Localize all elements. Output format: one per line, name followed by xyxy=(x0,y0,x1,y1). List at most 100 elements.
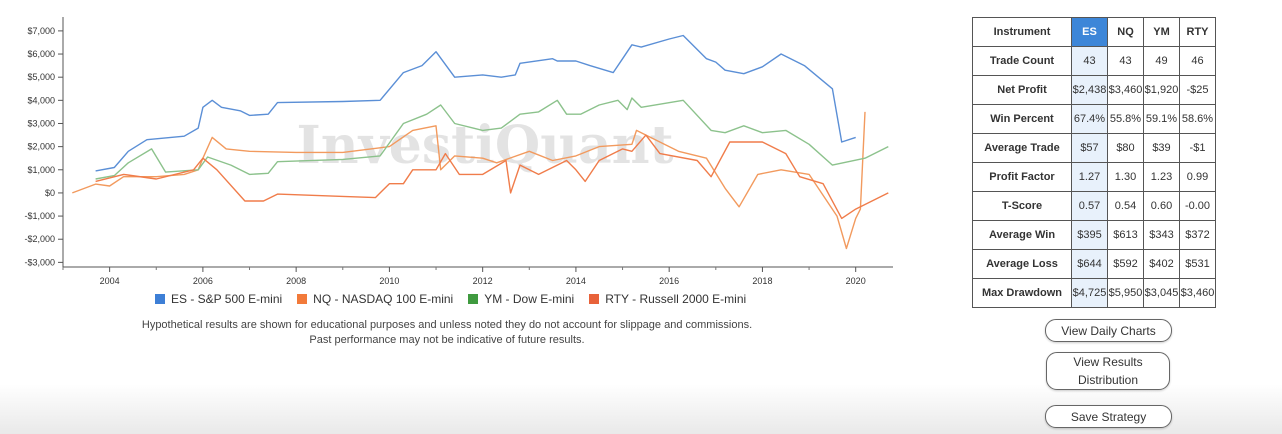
table-cell: 46 xyxy=(1179,46,1216,76)
x-tick-label: 2018 xyxy=(752,276,772,286)
row-label: Max Drawdown xyxy=(972,278,1072,308)
table-cell: -$1 xyxy=(1179,133,1216,163)
row-label: Profit Factor xyxy=(972,162,1072,192)
legend-swatch xyxy=(155,294,165,304)
instrument-column-ym[interactable]: YM xyxy=(1143,17,1180,47)
instrument-column-es[interactable]: ES xyxy=(1071,17,1108,47)
row-label: Win Percent xyxy=(972,104,1072,134)
x-tick-label: 2008 xyxy=(286,276,306,286)
legend-item[interactable]: NQ - NASDAQ 100 E-mini xyxy=(297,292,453,306)
table-cell: $395 xyxy=(1071,220,1108,250)
table-cell: 1.23 xyxy=(1143,162,1180,192)
table-cell: $592 xyxy=(1107,249,1144,279)
x-tick-label: 2016 xyxy=(659,276,679,286)
legend-item[interactable]: RTY - Russell 2000 E-mini xyxy=(589,292,746,306)
legend-label: NQ - NASDAQ 100 E-mini xyxy=(313,292,454,306)
y-tick-label: $0 xyxy=(45,188,55,198)
table-row: Average Trade $57 $80 $39 -$1 xyxy=(972,133,1216,163)
table-row: Profit Factor 1.27 1.30 1.23 0.99 xyxy=(972,162,1216,192)
table-row: Average Loss $644 $592 $402 $531 xyxy=(972,249,1216,279)
table-cell: $1,920 xyxy=(1143,75,1180,105)
disclaimer: Hypothetical results are shown for educa… xyxy=(62,318,832,348)
equity-chart: InvestiQuant$7,000$6,000$5,000$4,000$3,0… xyxy=(24,17,893,286)
table-cell: 58.6% xyxy=(1179,104,1216,134)
table-cell: $80 xyxy=(1107,133,1144,163)
series-line-ym xyxy=(95,97,889,180)
table-cell: $3,460 xyxy=(1107,75,1144,105)
table-cell: 43 xyxy=(1071,46,1108,76)
legend-item[interactable]: ES - S&P 500 E-mini xyxy=(155,292,282,306)
table-cell: 55.8% xyxy=(1107,104,1144,134)
x-tick-label: 2010 xyxy=(379,276,399,286)
y-tick-label: -$3,000 xyxy=(24,257,55,267)
table-cell: -0.00 xyxy=(1179,191,1216,221)
table-cell: $372 xyxy=(1179,220,1216,250)
table-cell: $644 xyxy=(1071,249,1108,279)
view-daily-charts-button[interactable]: View Daily Charts xyxy=(1045,319,1172,342)
legend-swatch xyxy=(589,294,600,304)
table-cell: 0.54 xyxy=(1107,191,1144,221)
stats-table: Instrument ES NQ YM RTY Trade Count 43 43 49 46 N… xyxy=(972,17,1216,308)
row-label: Average Trade xyxy=(972,133,1072,163)
table-cell: $3,460 xyxy=(1179,278,1216,308)
table-row: T-Score 0.57 0.54 0.60 -0.00 xyxy=(972,191,1216,221)
y-tick-label: $1,000 xyxy=(27,165,55,175)
series-line-nq xyxy=(72,111,866,250)
table-cell: $343 xyxy=(1143,220,1180,250)
x-tick-label: 2006 xyxy=(193,276,213,286)
y-tick-label: $6,000 xyxy=(27,49,55,59)
legend-label: YM - Dow E-mini xyxy=(484,292,575,306)
y-tick-label: $2,000 xyxy=(27,142,55,152)
table-row: Trade Count 43 43 49 46 xyxy=(972,46,1216,76)
y-tick-label: $3,000 xyxy=(27,118,55,128)
instrument-column-rty[interactable]: RTY xyxy=(1179,17,1216,47)
table-cell: 0.60 xyxy=(1143,191,1180,221)
table-cell: 0.57 xyxy=(1071,191,1108,221)
table-row: Average Win $395 $613 $343 $372 xyxy=(972,220,1216,250)
table-cell: $531 xyxy=(1179,249,1216,279)
table-cell: $613 xyxy=(1107,220,1144,250)
legend-label: RTY - Russell 2000 E-mini xyxy=(605,292,747,306)
table-cell: $39 xyxy=(1143,133,1180,163)
table-cell: 59.1% xyxy=(1143,104,1180,134)
y-tick-label: $7,000 xyxy=(27,26,55,36)
table-cell: $4,725 xyxy=(1071,278,1108,308)
disclaimer-line-1: Hypothetical results are shown for educa… xyxy=(141,319,753,331)
row-label: Average Loss xyxy=(972,249,1072,279)
table-cell: -$25 xyxy=(1179,75,1216,105)
table-cell: $2,438 xyxy=(1071,75,1108,105)
table-cell: 0.99 xyxy=(1179,162,1216,192)
table-cell: $402 xyxy=(1143,249,1180,279)
table-row: Max Drawdown $4,725 $5,950 $3,045 $3,460 xyxy=(972,278,1216,308)
table-cell: 67.4% xyxy=(1071,104,1108,134)
table-cell: $3,045 xyxy=(1143,278,1180,308)
legend-label: ES - S&P 500 E-mini xyxy=(171,292,283,306)
table-cell: 1.27 xyxy=(1071,162,1108,192)
row-label: T-Score xyxy=(972,191,1072,221)
table-cell: $5,950 xyxy=(1107,278,1144,308)
instrument-column-nq[interactable]: NQ xyxy=(1107,17,1144,47)
table-cell: 43 xyxy=(1107,46,1144,76)
table-row: Win Percent 67.4% 55.8% 59.1% 58.6% xyxy=(972,104,1216,134)
row-label: Average Win xyxy=(972,220,1072,250)
legend-item[interactable]: YM - Dow E-mini xyxy=(468,292,574,306)
view-results-distribution-button[interactable]: View Results Distribution xyxy=(1046,352,1170,390)
series-line-es xyxy=(95,34,856,172)
y-tick-label: -$1,000 xyxy=(24,211,55,221)
table-row: Net Profit $2,438 $3,460 $1,920 -$25 xyxy=(972,75,1216,105)
series-line-rty xyxy=(95,134,889,220)
table-cell: 49 xyxy=(1143,46,1180,76)
table-cell: 1.30 xyxy=(1107,162,1144,192)
legend-swatch xyxy=(468,294,479,304)
legend-swatch xyxy=(297,294,308,304)
instrument-header: Instrument xyxy=(972,17,1072,47)
y-tick-label: -$2,000 xyxy=(24,234,55,244)
row-label: Net Profit xyxy=(972,75,1072,105)
chart-legend: ES - S&P 500 E-mini NQ - NASDAQ 100 E-min… xyxy=(155,292,755,306)
disclaimer-line-2: Past performance may not be indicative o… xyxy=(309,334,585,346)
stats-header-row: Instrument ES NQ YM RTY xyxy=(972,17,1216,47)
save-strategy-button[interactable]: Save Strategy xyxy=(1045,405,1172,428)
y-tick-label: $4,000 xyxy=(27,95,55,105)
table-cell: $57 xyxy=(1071,133,1108,163)
x-tick-label: 2012 xyxy=(473,276,493,286)
